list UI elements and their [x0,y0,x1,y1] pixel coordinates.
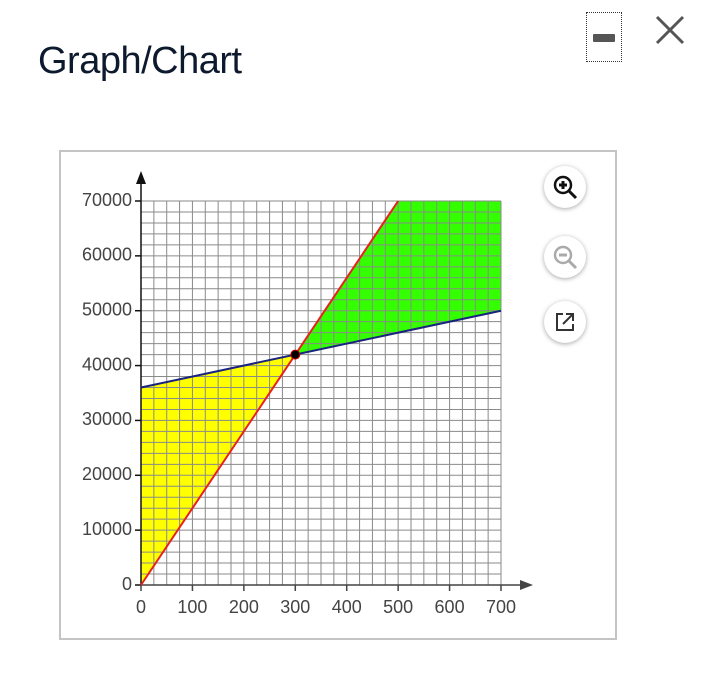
minimize-icon [593,34,615,42]
close-button[interactable] [652,12,688,48]
x-tick-label: 600 [435,597,465,617]
y-tick-label: 20000 [82,464,132,484]
zoom-in-icon [559,181,578,200]
zoom-in-button[interactable] [544,166,586,208]
zoom-in-icon [553,175,573,195]
y-tick-label: 30000 [82,409,132,429]
y-tick-label: 50000 [82,299,132,319]
popout-button[interactable] [544,301,586,343]
constraint-line [140,200,399,586]
x-tick-label: 400 [332,597,362,617]
x-axis-arrow [520,580,533,590]
zoom-out-button[interactable] [544,236,586,278]
x-tick-label: 700 [486,597,516,617]
intersection-point [290,349,301,360]
y-tick-label: 60000 [82,245,132,265]
y-axis-arrow [136,171,146,184]
y-tick-label: 10000 [82,519,132,539]
zoom-out-icon [559,253,578,270]
zoom-out-icon [553,245,573,265]
constraint-line [140,309,502,389]
x-tick-label: 300 [280,597,310,617]
y-tick-label: 70000 [82,190,132,210]
minimize-button[interactable] [586,12,622,62]
chart-panel [59,150,617,640]
y-tick-label: 40000 [82,354,132,374]
popout-icon [556,313,574,331]
x-tick-label: 100 [177,597,207,617]
close-icon [655,15,685,45]
dialog-title: Graph/Chart [38,40,242,82]
x-tick-label: 0 [136,597,146,617]
x-tick-label: 200 [229,597,259,617]
y-tick-label: 0 [122,574,132,594]
x-tick-label: 500 [383,597,413,617]
